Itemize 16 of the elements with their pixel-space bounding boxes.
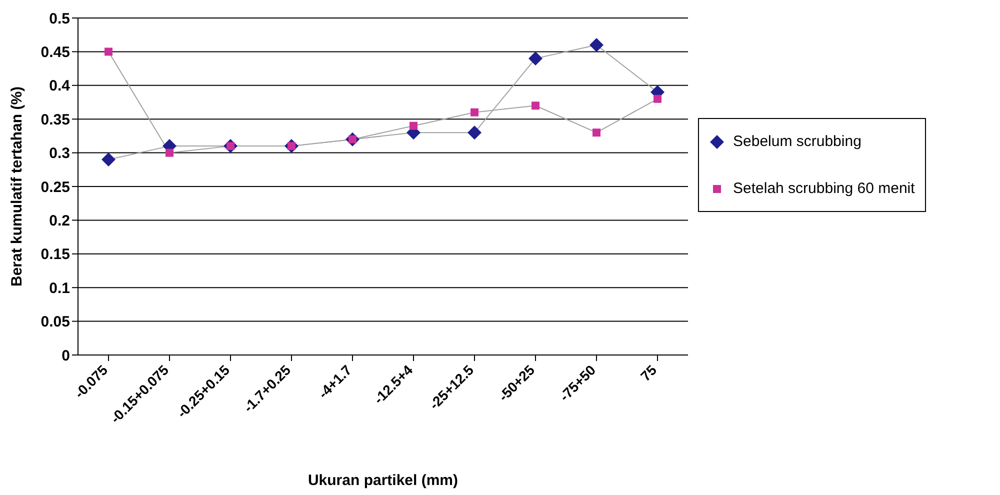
y-tick-label: 0.05 xyxy=(40,314,70,331)
x-tick-label: 75 xyxy=(637,362,660,384)
y-tick-label: 0.35 xyxy=(40,111,70,128)
y-tick-label: 0.15 xyxy=(40,246,70,264)
y-tick-label: 0 xyxy=(62,347,70,364)
y-tick-label: 0.25 xyxy=(40,178,70,196)
y-axis-title: Berat kumulatif tertahan (%) xyxy=(8,86,26,286)
y-tick-label: 0.45 xyxy=(40,44,70,62)
y-tick-label: 0.5 xyxy=(49,10,70,28)
x-axis-title: Ukuran partikel (mm) xyxy=(308,472,458,489)
y-tick-label: 0.1 xyxy=(49,280,70,297)
y-tick-label: 0.2 xyxy=(49,212,70,230)
y-tick-label: 0.3 xyxy=(49,145,70,162)
legend-label: Setelah scrubbing 60 menit xyxy=(733,180,915,197)
y-tick-label: 0.4 xyxy=(49,78,71,95)
legend-label: Sebelum scrubbing xyxy=(733,133,862,150)
